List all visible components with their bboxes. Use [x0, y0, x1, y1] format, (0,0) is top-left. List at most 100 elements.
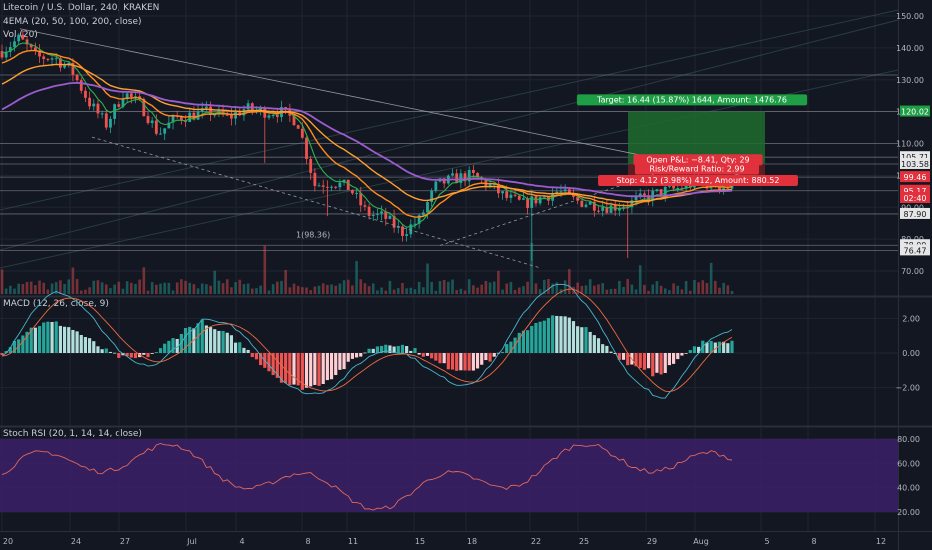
macd-bar [617, 353, 621, 360]
volume-legend[interactable]: Vol (20) [3, 30, 38, 40]
volume-bar [180, 279, 183, 294]
volume-bar [643, 284, 646, 294]
candle-body [59, 58, 62, 68]
volume-bar [188, 282, 192, 294]
candle-body [526, 198, 529, 208]
candle-body [617, 208, 621, 211]
macd-bar [621, 353, 626, 360]
time-axis-tick: 24 [71, 537, 81, 546]
macd-bar [75, 331, 79, 353]
volume-bar [167, 282, 171, 294]
macd-bar [392, 346, 396, 353]
macd-bar [642, 353, 646, 370]
macd-bar [405, 346, 409, 353]
candle-body [497, 183, 500, 194]
channel-line [0, 19, 899, 251]
candle-body [542, 196, 546, 198]
time-axis-tick: 11 [348, 537, 358, 546]
ema-line-4 [1, 81, 733, 198]
macd-bar [133, 353, 138, 359]
volume-bar [88, 287, 91, 294]
macd-bar [526, 330, 530, 353]
macd-bar [534, 323, 538, 353]
volume-bar [334, 285, 338, 294]
macd-bar [0, 353, 4, 355]
volume-bar [551, 283, 554, 294]
candle-body [159, 133, 162, 135]
descending-trendline [19, 28, 741, 176]
price-label-bg [900, 207, 930, 219]
volume-bar [630, 284, 634, 294]
volume-bar [388, 280, 392, 294]
volume-bar [305, 287, 308, 294]
candle-body [376, 213, 379, 215]
volume-bar [280, 280, 283, 294]
price-label-bg [900, 192, 930, 204]
candle-body [605, 207, 609, 213]
macd-bar [571, 321, 576, 353]
macd-bar [496, 352, 500, 354]
volume-bar [192, 284, 196, 294]
candle-body [38, 50, 41, 57]
macd-bar [225, 332, 229, 353]
volume-bar [71, 267, 75, 294]
macd-bar [46, 321, 50, 353]
macd-bar [384, 344, 388, 353]
volume-bar [401, 283, 404, 294]
macd-bar [125, 353, 129, 357]
volume-bar [346, 279, 350, 294]
candle-body [609, 205, 613, 213]
macd-bar [380, 345, 384, 353]
macd-bar [4, 351, 8, 353]
time-axis-tick: 4 [239, 537, 244, 546]
macd-bar [62, 326, 67, 353]
price-label: 120.02 [901, 108, 929, 117]
volume-bar [104, 284, 108, 294]
candle-body [722, 188, 726, 191]
volume-bar [396, 288, 400, 294]
macd-bar [279, 353, 284, 383]
volume-bar [34, 285, 37, 294]
candle-body [476, 172, 479, 178]
stoch-rsi-legend[interactable]: Stoch RSI (20, 1, 14, 14, close) [3, 429, 142, 439]
macd-bar [442, 353, 446, 364]
position-rr-label-bg [634, 163, 760, 175]
time-axis-tick: 25 [579, 537, 589, 546]
volume-bar [150, 282, 154, 294]
candle-body [488, 184, 492, 187]
volume-bar [526, 281, 529, 294]
macd-bar [488, 353, 492, 362]
candle-body [555, 191, 559, 194]
volume-bar [29, 281, 33, 294]
volume-bar [359, 279, 363, 294]
volume-bar [580, 285, 584, 294]
candle-body [346, 179, 350, 190]
volume-bar [693, 280, 696, 294]
volume-bar [718, 287, 721, 294]
candle-body [242, 109, 246, 116]
macd-bar [634, 353, 638, 367]
candle-body [451, 173, 454, 176]
candle-body [146, 116, 150, 124]
macd-bar [292, 353, 296, 385]
macd-bar [471, 353, 475, 371]
volume-bar [113, 284, 116, 294]
macd-bar [29, 327, 33, 353]
candle-body [84, 90, 87, 98]
volume-bar [684, 281, 688, 294]
volume-bar [301, 287, 304, 294]
macd-bar [37, 326, 42, 353]
macd-bar [325, 353, 329, 381]
volume-bar [75, 279, 79, 294]
volume-bar [0, 269, 4, 294]
macd-bar [626, 353, 630, 366]
macd-bar [467, 353, 471, 371]
candle-body [125, 93, 129, 100]
macd-bar [667, 353, 672, 366]
volume-bar [238, 279, 242, 294]
candle-body [584, 204, 588, 207]
macd-legend[interactable]: MACD (12, 26, close, 9) [3, 299, 109, 309]
ema-legend[interactable]: 4EMA (20, 50, 100, 200, close) [3, 17, 142, 27]
volume-bar [242, 284, 246, 294]
